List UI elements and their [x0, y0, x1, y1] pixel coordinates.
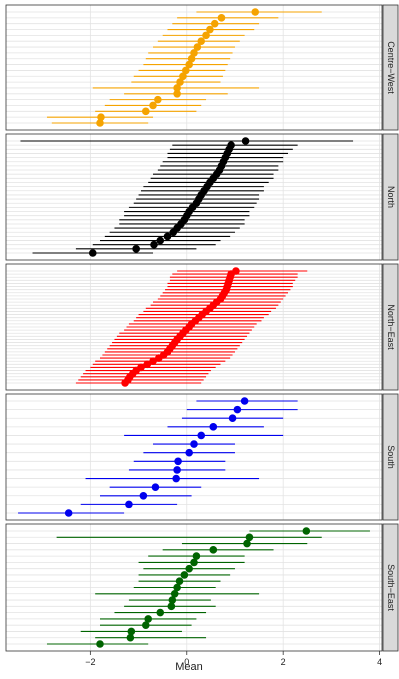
mean-point — [206, 25, 214, 34]
mean-point — [127, 627, 136, 636]
mean-point — [179, 72, 187, 81]
facet-strip-label: Centre−West — [386, 41, 396, 94]
mean-point — [185, 564, 193, 573]
mean-point — [302, 527, 311, 535]
mean-point — [173, 84, 181, 92]
mean-point — [174, 457, 182, 466]
mean-point — [202, 31, 210, 40]
mean-point — [197, 37, 206, 46]
mean-point — [217, 14, 226, 22]
mean-point — [209, 423, 218, 431]
mean-point — [233, 405, 242, 414]
facet-strip-label: South−East — [386, 564, 396, 611]
x-tick-label: −2 — [85, 657, 95, 667]
mean-point — [173, 466, 181, 474]
mean-point — [241, 137, 250, 145]
mean-point — [64, 509, 73, 517]
facet-panels: Centre−West North North−East South South−Eas… — [5, 4, 399, 652]
mean-point — [141, 107, 150, 116]
panel-border — [5, 523, 383, 652]
mean-point — [143, 360, 152, 369]
panel-border — [5, 393, 383, 521]
facet-strip — [382, 523, 399, 652]
mean-point — [172, 474, 180, 483]
mean-point — [169, 228, 178, 237]
x-axis: −2 0 2 4 — [85, 651, 382, 667]
panel-border — [5, 4, 383, 131]
mean-point — [154, 95, 162, 104]
mean-point — [173, 89, 181, 98]
mean-point — [173, 583, 181, 592]
panel-border — [5, 133, 383, 261]
mean-point — [176, 78, 184, 86]
mean-point — [96, 640, 104, 648]
mean-point — [185, 448, 193, 457]
panel-background — [6, 5, 382, 130]
mean-point — [168, 596, 177, 604]
facet-panel: North — [5, 133, 399, 261]
mean-point — [197, 431, 206, 440]
panel-border — [5, 263, 383, 391]
mean-point — [180, 571, 189, 579]
mean-point — [97, 113, 105, 121]
mean-point — [170, 589, 179, 598]
mean-point — [167, 602, 176, 611]
mean-point — [190, 49, 198, 57]
panel-background — [6, 134, 382, 260]
facet-strip-label: North−East — [386, 304, 396, 350]
mean-point — [156, 236, 165, 245]
x-axis-label: Mean — [175, 661, 203, 673]
mean-point — [187, 54, 196, 63]
mean-point — [141, 621, 150, 629]
mean-point — [175, 577, 184, 586]
mean-point — [88, 249, 97, 257]
mean-point — [126, 633, 135, 642]
facet-panel: South — [5, 393, 399, 521]
mean-point — [155, 354, 163, 362]
facet-panel: North−East — [5, 263, 399, 391]
mean-point — [185, 60, 193, 69]
facet-panel: Centre−West — [5, 4, 399, 131]
facet-strip — [382, 263, 399, 391]
mean-point — [125, 500, 133, 509]
facet-strip-label: North — [386, 186, 396, 208]
mean-point — [132, 245, 140, 253]
mean-point — [182, 66, 190, 75]
mean-point — [151, 483, 160, 491]
mean-point — [240, 397, 249, 405]
mean-point — [150, 240, 158, 249]
x-tick-label: 2 — [281, 657, 286, 667]
mean-point — [228, 414, 237, 423]
x-tick-label: 0 — [184, 657, 189, 667]
mean-point — [190, 440, 198, 448]
mean-point — [209, 546, 218, 554]
facet-strip — [382, 133, 399, 261]
mean-point — [251, 8, 260, 16]
facet-strip — [382, 393, 399, 521]
facet-strip — [382, 4, 399, 131]
mean-point — [156, 608, 165, 617]
mean-point — [210, 19, 219, 28]
facet-strip-label: South — [386, 445, 396, 469]
mean-point — [163, 232, 172, 241]
panel-background — [6, 394, 382, 520]
facet-panel: South−East — [5, 523, 399, 652]
mean-point — [144, 615, 153, 623]
mean-point — [243, 539, 251, 548]
mean-point — [190, 558, 198, 567]
mean-point — [121, 379, 129, 387]
mean-point — [245, 533, 254, 542]
mean-point — [192, 552, 201, 560]
x-tick-label: 4 — [377, 657, 382, 667]
mean-point — [139, 491, 148, 500]
mean-point — [149, 357, 157, 366]
mean-point — [96, 119, 104, 127]
mean-point — [193, 43, 202, 51]
mean-point — [149, 101, 157, 110]
